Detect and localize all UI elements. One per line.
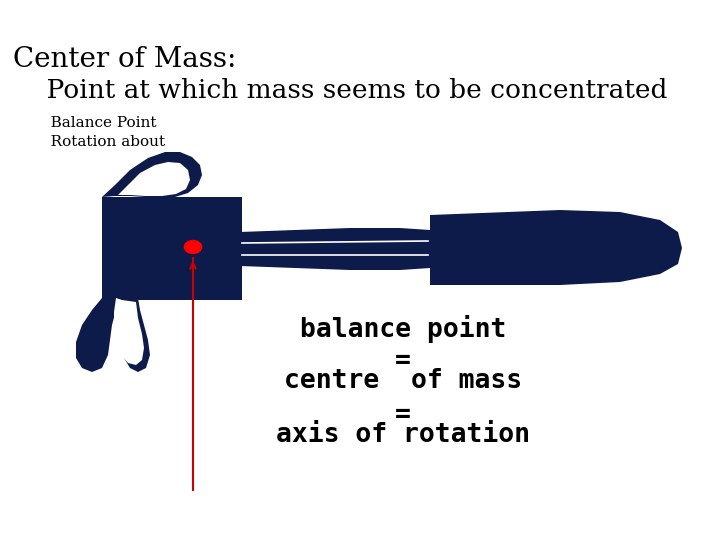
Polygon shape — [102, 152, 202, 198]
Polygon shape — [102, 197, 242, 300]
Polygon shape — [114, 298, 144, 365]
Polygon shape — [76, 298, 120, 372]
Text: Point at which mass seems to be concentrated: Point at which mass seems to be concentr… — [13, 78, 667, 103]
Text: Balance Point: Balance Point — [36, 116, 156, 130]
Polygon shape — [430, 210, 682, 285]
Polygon shape — [240, 228, 430, 270]
Text: balance point: balance point — [300, 315, 506, 343]
Text: Rotation about: Rotation about — [36, 135, 165, 149]
Text: =: = — [395, 348, 411, 374]
Polygon shape — [118, 162, 190, 196]
Text: =: = — [395, 402, 411, 428]
Circle shape — [184, 240, 202, 253]
Text: centre  of mass: centre of mass — [284, 368, 522, 394]
Polygon shape — [118, 298, 150, 372]
Text: axis of rotation: axis of rotation — [276, 422, 530, 448]
Text: Center of Mass:: Center of Mass: — [13, 46, 236, 73]
